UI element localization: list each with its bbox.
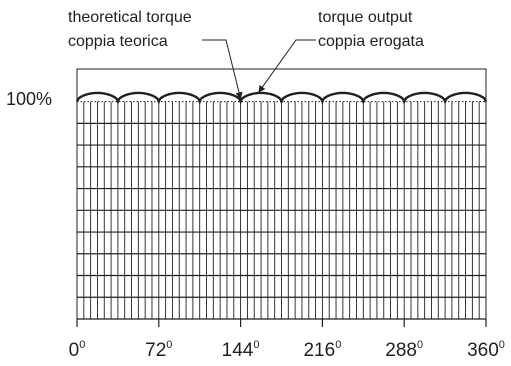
x-tick-labels: 00 720 1440 2160 2880 3600 [69,319,505,361]
degree-superscript: 0 [253,339,259,351]
x-tick-label-144: 1440 [222,339,260,361]
degree-superscript: 0 [166,339,172,351]
x-tick-label-0: 00 [69,339,86,361]
degree-superscript: 0 [499,339,505,351]
horizontal-gridlines [77,122,486,298]
x-tick-label-288: 2880 [385,339,423,361]
annotation-output: torque output coppia erogata [258,9,424,93]
annotation-theoretical-leader [202,39,243,100]
torque-output-curve [75,91,488,105]
x-tick-label-360: 3600 [467,339,505,361]
degree-superscript: 0 [335,339,341,351]
degree-superscript: 0 [417,339,423,351]
annotation-theoretical-line1: theoretical torque [68,9,192,26]
annotation-output-line1: torque output [318,9,413,26]
x-tick-label-216: 2160 [303,339,341,361]
degree-superscript: 0 [79,339,85,351]
annotation-output-line2: coppia erogata [318,33,424,50]
y-tick-label-100: 100% [6,89,52,109]
annotation-theoretical: theoretical torque coppia teorica [68,9,243,100]
y-tick: 100% [6,89,52,109]
annotation-output-leader [258,39,316,93]
annotation-theoretical-line2: coppia teorica [68,33,168,50]
x-tick-label-72: 720 [145,339,172,361]
